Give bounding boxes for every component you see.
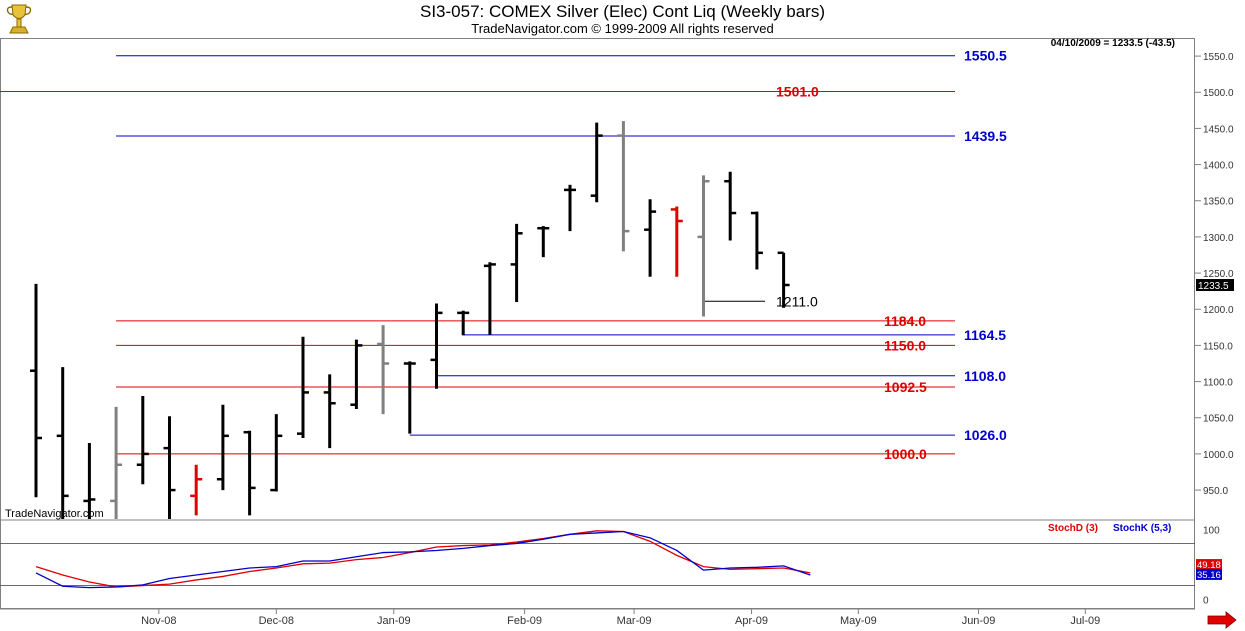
price-tick-label: 1350.0 bbox=[1203, 197, 1234, 208]
ohlc-bar bbox=[190, 464, 203, 516]
ohlc-bar bbox=[777, 251, 790, 308]
stoch-value-tag: 49.18 bbox=[1197, 560, 1221, 571]
ohlc-bar bbox=[617, 121, 630, 252]
time-tick-label: Nov-08 bbox=[141, 615, 176, 627]
ohlc-bar bbox=[323, 374, 336, 449]
stoch-value-tag-bg bbox=[1196, 559, 1222, 571]
chart-title: SI3-057: COMEX Silver (Elec) Cont Liq (W… bbox=[420, 2, 825, 21]
ohlc-bar bbox=[270, 414, 283, 492]
ohlc-bar bbox=[644, 199, 657, 277]
ohlc-bar bbox=[377, 325, 390, 415]
stoch-legend-k: StochK (5,3) bbox=[1113, 523, 1171, 534]
time-tick-label: Feb-09 bbox=[507, 615, 542, 627]
ohlc-bar bbox=[243, 430, 256, 516]
trophy-icon[interactable] bbox=[4, 2, 34, 36]
ohlc-bar bbox=[670, 206, 683, 277]
ohlc-bar bbox=[590, 122, 603, 203]
ohlc-bar bbox=[724, 171, 737, 241]
level-label-1164.5: 1164.5 bbox=[964, 327, 1006, 343]
ohlc-bar bbox=[297, 336, 309, 438]
ohlc-bar bbox=[216, 404, 229, 491]
ohlc-bar bbox=[430, 303, 443, 389]
level-label-1211.0: 1211.0 bbox=[776, 293, 818, 309]
time-tick-label: Dec-08 bbox=[259, 615, 294, 627]
price-levels: 1550.5 1501.0 1439.5 1211.0 1184.0 1164.5 1150… bbox=[0, 48, 1007, 462]
price-tick-label: 1400.0 bbox=[1203, 161, 1234, 172]
ohlc-bar bbox=[110, 406, 123, 519]
time-tick-label: Apr-09 bbox=[735, 615, 768, 627]
ohlc-bar bbox=[163, 416, 176, 519]
ohlc-bar bbox=[403, 361, 416, 434]
ohlc-bar bbox=[350, 339, 363, 410]
price-bars bbox=[30, 121, 790, 519]
price-tick-label: 1550.0 bbox=[1203, 52, 1234, 63]
price-tick-label: 950.0 bbox=[1203, 486, 1228, 497]
time-tick-label: Jul-09 bbox=[1070, 615, 1100, 627]
price-tick-label: 1200.0 bbox=[1203, 305, 1234, 316]
level-label-1092.5: 1092.5 bbox=[884, 379, 927, 395]
level-label-1439.5: 1439.5 bbox=[964, 128, 1007, 144]
chart-subtitle: TradeNavigator.com © 1999-2009 All right… bbox=[471, 21, 774, 36]
ohlc-bar bbox=[457, 310, 470, 336]
level-label-1026.0: 1026.0 bbox=[964, 427, 1007, 443]
quote-label: 04/10/2009 = 1233.5 (-43.5) bbox=[1051, 38, 1175, 49]
price-tick-label: 1250.0 bbox=[1203, 269, 1234, 280]
chart-header: SI3-057: COMEX Silver (Elec) Cont Liq (W… bbox=[0, 0, 1245, 38]
time-tick-label: Jan-09 bbox=[377, 615, 411, 627]
ohlc-bar bbox=[83, 443, 96, 519]
level-label-1000.0: 1000.0 bbox=[884, 446, 927, 462]
price-tick-label: 1050.0 bbox=[1203, 414, 1234, 425]
last-price-tag-bg bbox=[1196, 279, 1234, 292]
price-tick-label: 1000.0 bbox=[1203, 450, 1234, 461]
level-label-1150.0: 1150.0 bbox=[884, 337, 926, 353]
level-label-1108.0: 1108.0 bbox=[964, 368, 1006, 384]
price-tick-label: 1300.0 bbox=[1203, 233, 1234, 244]
price-tick-label: 1100.0 bbox=[1203, 378, 1233, 389]
time-axis: Nov-08 Dec-08 Jan-09 Feb-09 Mar-09 Apr-09 May-… bbox=[141, 609, 1100, 627]
scroll-right-arrow-icon[interactable] bbox=[1207, 611, 1237, 629]
price-tick-label: 1150.0 bbox=[1203, 341, 1233, 352]
time-tick-label: May-09 bbox=[840, 615, 877, 627]
price-axis: 950.0 1000.0 1050.0 1100.0 1150.0 1200.0 1250.… bbox=[1195, 52, 1234, 497]
ohlc-bar bbox=[537, 226, 550, 258]
ohlc-bar bbox=[510, 223, 523, 303]
price-tick-label: 1450.0 bbox=[1203, 124, 1234, 135]
price-tick-label: 1500.0 bbox=[1203, 88, 1234, 99]
ohlc-bar bbox=[483, 262, 496, 335]
time-tick-label: Jun-09 bbox=[962, 615, 996, 627]
time-tick-label: Mar-09 bbox=[617, 615, 652, 627]
ohlc-bar bbox=[697, 175, 710, 317]
stoch-line-k bbox=[35, 530, 811, 589]
stoch-legend-d: StochD (3) bbox=[1048, 523, 1098, 534]
level-label-1184.0: 1184.0 bbox=[884, 313, 926, 329]
stoch-value-tag: 35.16 bbox=[1197, 570, 1221, 581]
stoch-line-d bbox=[35, 530, 811, 588]
last-price-tag: 1233.5 bbox=[1198, 281, 1229, 292]
ohlc-bar bbox=[136, 396, 149, 485]
chart-frame bbox=[0, 38, 1195, 610]
stoch-value-tag-bg bbox=[1196, 568, 1222, 580]
level-label-1501.0: 1501.0 bbox=[776, 84, 819, 100]
watermark: TradeNavigator.com bbox=[5, 508, 104, 520]
level-label-1550.5: 1550.5 bbox=[964, 48, 1007, 64]
ohlc-bar bbox=[56, 367, 69, 519]
ohlc-bar bbox=[750, 211, 763, 270]
stoch-tick-label: 100 bbox=[1203, 525, 1220, 536]
ohlc-bar bbox=[564, 184, 576, 232]
stoch-tick-label: 0 bbox=[1203, 596, 1209, 607]
ohlc-bar bbox=[30, 283, 42, 498]
